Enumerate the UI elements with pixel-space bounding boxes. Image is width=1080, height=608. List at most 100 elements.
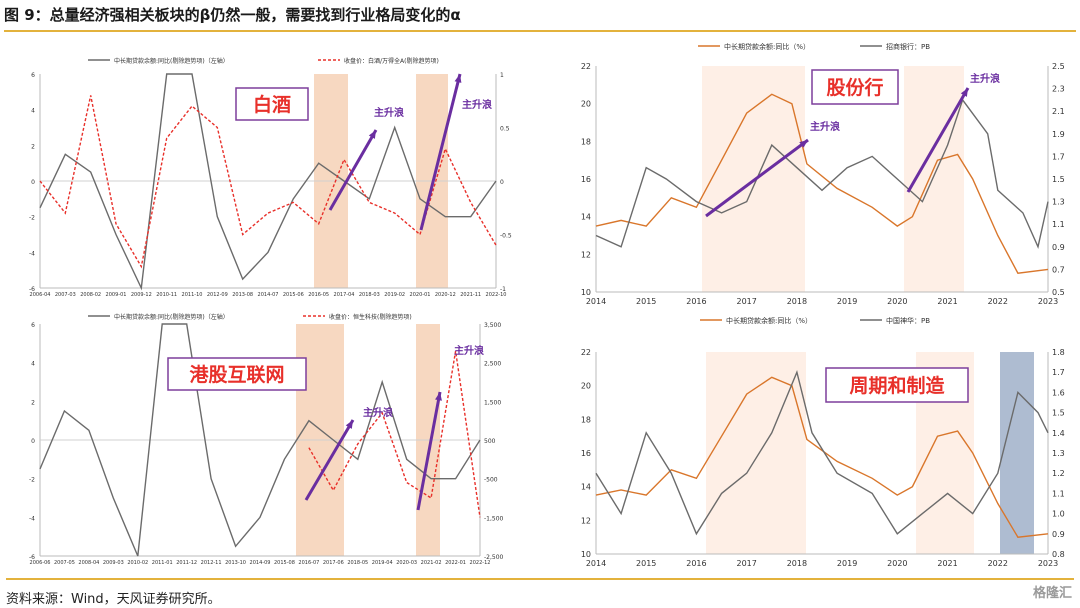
arrow-head-0 (368, 130, 376, 139)
x-tick-label: 2022-10 (486, 292, 507, 298)
arrow-head-0 (345, 420, 353, 429)
x-tick-label: 2021 (937, 559, 957, 568)
legend-label-1: 收盘价：恒生科技(剔除趋势项) (329, 313, 412, 321)
x-tick-label: 2011-12 (176, 560, 197, 566)
y-left-tick-label: 12 (581, 250, 591, 259)
series-line-0 (595, 376, 1049, 538)
y-left-tick-label: 2 (31, 399, 35, 406)
series-line-0 (39, 73, 497, 291)
x-tick-label: 2017 (736, 297, 756, 306)
y-right-tick-label: 0.5 (500, 126, 510, 133)
legend-label-1: 收盘价：白酒/万得全A(剔除趋势项) (344, 57, 439, 65)
legend-label-1: 招商银行：PB (886, 42, 930, 51)
y-right-tick-label: 2.1 (1052, 107, 1065, 116)
y-left-tick-label: -4 (29, 515, 35, 522)
x-tick-label: 2023 (1038, 297, 1058, 306)
x-tick-label: 2018-05 (347, 560, 368, 566)
series-line-1 (39, 95, 497, 269)
x-tick-label: 2014 (586, 559, 606, 568)
y-right-tick-label: 1.8 (1052, 348, 1065, 357)
y-left-tick-label: 18 (581, 415, 591, 424)
sector-label: 白酒 (253, 93, 291, 116)
series-line-1 (595, 369, 1049, 536)
legend-label-0: 中长期贷款余额:同比（%） (724, 42, 810, 51)
y-right-tick-label: 0.8 (1052, 550, 1065, 559)
y-left-tick-label: 4 (31, 108, 35, 115)
sector-label-box (811, 69, 899, 105)
x-tick-label: 2016 (686, 297, 706, 306)
annotation-main-wave: 主升浪 (454, 344, 484, 357)
y-left-tick-label: 2 (31, 143, 35, 150)
x-tick-label: 2006-06 (30, 560, 51, 566)
y-right-tick-label: 1.2 (1052, 469, 1065, 478)
y-left-tick-label: 14 (581, 213, 591, 222)
y-left-tick-label: 16 (581, 449, 591, 458)
x-tick-label: 2022 (988, 559, 1008, 568)
y-left-tick-label: 16 (581, 175, 591, 184)
annotation-main-wave: 主升浪 (462, 98, 492, 111)
x-tick-label: 2016-05 (308, 292, 329, 298)
x-tick-label: 2019-04 (372, 560, 393, 566)
x-tick-label: 2020-01 (410, 292, 431, 298)
y-right-tick-label: 1.4 (1052, 429, 1065, 438)
x-tick-label: 2010-02 (127, 560, 148, 566)
chart-joint-stock-banks: 22 20 18 16 14 12 10 2.5 2.3 2.1 1.9 1.7 1.5 1.3 1.1 0.… (560, 34, 1075, 312)
x-tick-label: 2018-03 (359, 292, 380, 298)
x-tick-label: 2013-10 (225, 560, 246, 566)
y-left-tick-label: -6 (29, 554, 35, 561)
x-tick-label: 2017 (736, 559, 756, 568)
x-tick-label: 2007-03 (55, 292, 76, 298)
legend-label-0: 中长期贷款余额:同比(剔除趋势项)（左轴） (114, 57, 229, 65)
x-tick-label: 2009-03 (103, 560, 124, 566)
y-right-tick-label: 1.1 (1052, 220, 1065, 229)
annotation-main-wave: 主升浪 (363, 406, 393, 419)
shade-region-1 (904, 66, 964, 292)
x-tick-label: 2018 (787, 559, 807, 568)
y-right-tick-label: -1,500 (484, 515, 504, 522)
x-tick-label: 2022-12 (470, 560, 491, 566)
y-right-tick-label: 500 (484, 438, 496, 445)
x-tick-label: 2007-05 (54, 560, 75, 566)
x-tick-label: 2016 (686, 559, 706, 568)
y-left-tick-label: 20 (581, 382, 591, 391)
y-left-tick-label: 22 (581, 348, 591, 357)
y-left-tick-label: -4 (29, 250, 35, 257)
x-tick-label: 2022-01 (445, 560, 466, 566)
x-tick-label: 2008-04 (78, 560, 99, 566)
trend-arrow-0 (304, 419, 355, 501)
legend-label-0: 中长期贷款余额:同比(剔除趋势项)（左轴） (114, 313, 229, 321)
x-tick-label: 2012-11 (201, 560, 222, 566)
y-left-tick-label: -6 (29, 286, 35, 293)
y-left-tick-label: 0 (31, 438, 35, 445)
x-tick-label: 2020-03 (396, 560, 417, 566)
y-left-tick-label: 4 (31, 361, 35, 368)
y-right-tick-label: 1.7 (1052, 368, 1065, 377)
x-tick-label: 2012-09 (207, 292, 228, 298)
sector-label-box (825, 367, 969, 403)
series-line-1 (308, 350, 481, 518)
trend-arrow-0 (705, 138, 809, 218)
y-left-tick-label: 6 (31, 322, 35, 329)
x-tick-label: 2023 (1038, 559, 1058, 568)
y-left-tick-label: 10 (581, 288, 591, 297)
trend-arrow-1 (416, 391, 442, 511)
x-tick-label: 2009-12 (131, 292, 152, 298)
annotation-main-wave: 主升浪 (374, 106, 404, 119)
x-tick-label: 2015-08 (274, 560, 295, 566)
y-left-tick-label: 6 (31, 72, 35, 79)
y-right-tick-label: 1.7 (1052, 152, 1065, 161)
x-tick-label: 2011-10 (182, 292, 203, 298)
x-tick-label: 2013-08 (232, 292, 253, 298)
arrow-head-0 (799, 140, 808, 148)
y-left-tick-label: 20 (581, 100, 591, 109)
figure-title: 图 9：总量经济强相关板块的β仍然一般，需要找到行业格局变化的α (4, 2, 1076, 32)
trend-arrow-1 (906, 87, 970, 193)
shade-region-2 (1000, 352, 1034, 554)
legend-label-1: 中国神华：PB (886, 316, 930, 325)
y-left-tick-label: -2 (29, 215, 35, 222)
y-right-tick-label: 1,500 (484, 399, 501, 406)
series-line-0 (39, 323, 481, 557)
x-tick-label: 2009-01 (106, 292, 127, 298)
x-tick-label: 2019 (837, 559, 857, 568)
sector-label-box (235, 87, 309, 121)
